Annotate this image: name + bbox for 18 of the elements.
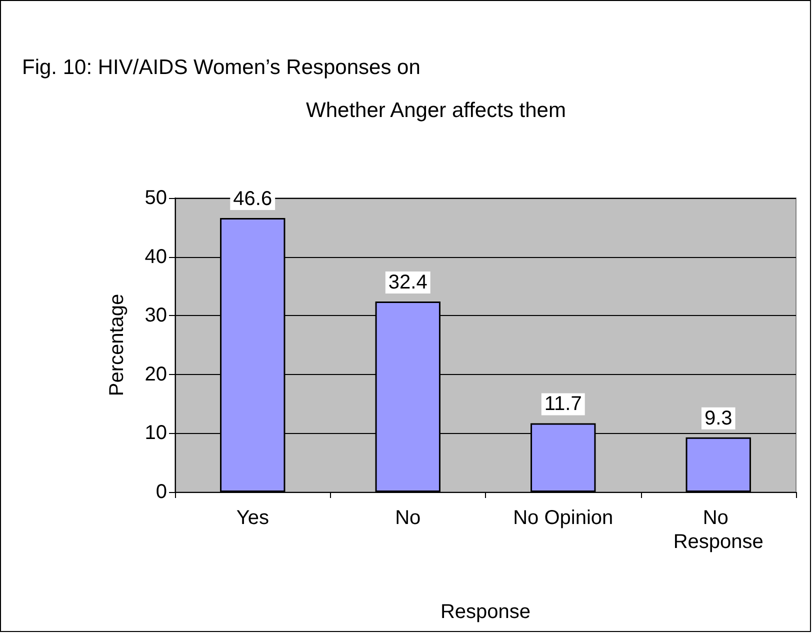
y-tick-label: 30 [144, 304, 167, 327]
y-tick-label: 20 [144, 363, 167, 386]
x-tick-label: No Response [673, 507, 764, 553]
y-tick-label: 50 [144, 187, 167, 209]
y-axis-title: Percentage [106, 294, 128, 396]
x-tick-label: No Opinion [513, 507, 614, 529]
data-label: 9.3 [704, 407, 732, 430]
y-tick-label: 10 [144, 422, 167, 444]
x-axis-title: Response [440, 601, 531, 623]
x-tick-label: No [395, 507, 421, 529]
data-label: 46.6 [233, 188, 272, 210]
data-label: 32.4 [388, 271, 428, 294]
chart-title: Fig. 10: HIV/AIDS Women’s Responses on Whether Anger affects them [22, 56, 566, 122]
bar [686, 437, 751, 492]
data-label: 11.7 [544, 393, 582, 416]
x-tick-label: Yes [236, 507, 269, 529]
y-tick-label: 0 [156, 481, 167, 503]
y-tick-label: 40 [144, 246, 167, 268]
